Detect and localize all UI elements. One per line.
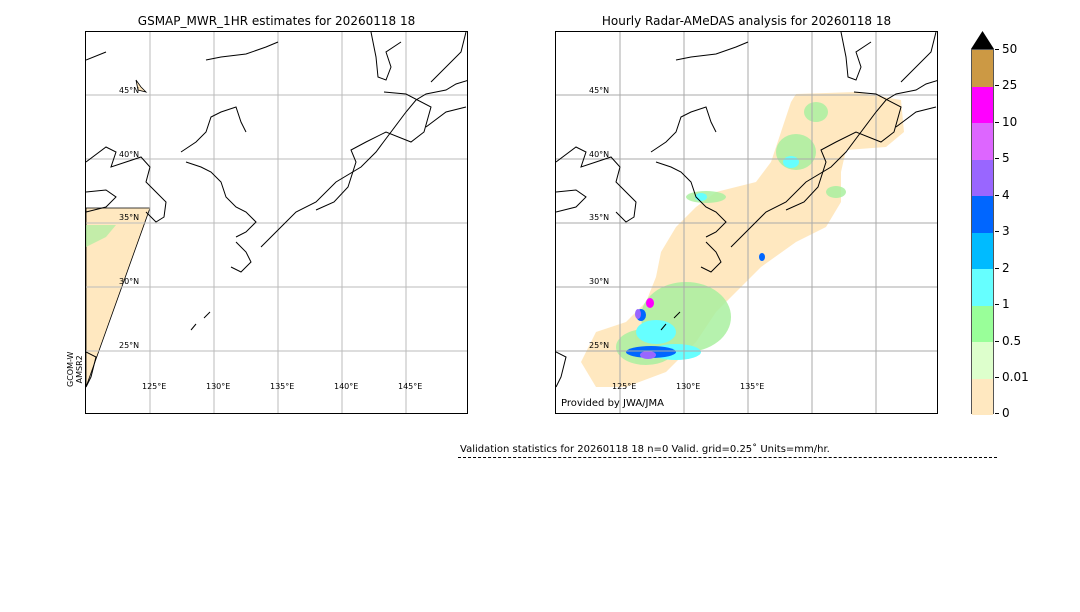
lon-label-140: 140°E xyxy=(334,382,359,391)
colorbar-tick-25: 25 xyxy=(995,78,1017,92)
lat-label-30: 30°N xyxy=(589,277,610,286)
left-map-title: GSMAP_MWR_1HR estimates for 20260118 18 xyxy=(137,14,416,28)
left-map-panel: 45°N 40°N 35°N 30°N 25°N 125°E 130°E 135… xyxy=(85,31,468,414)
colorbar-segment-10-25 xyxy=(972,86,993,123)
colorbar-segment-4-5 xyxy=(972,159,993,196)
lat-label-25: 25°N xyxy=(589,341,610,350)
satellite-label-line2: AMSR2 xyxy=(75,355,84,384)
colorbar-segment-0-0.01 xyxy=(972,378,993,415)
colorbar-segment-3-4 xyxy=(972,196,993,233)
lon-label-135: 135°E xyxy=(740,382,765,391)
colorbar-segment-5-10 xyxy=(972,123,993,160)
lon-label-145: 145°E xyxy=(398,382,423,391)
lat-label-45: 45°N xyxy=(119,86,140,95)
lon-label-130: 130°E xyxy=(206,382,231,391)
right-map-title: Hourly Radar-AMeDAS analysis for 2026011… xyxy=(601,14,892,28)
colorbar-segment-1-2 xyxy=(972,269,993,306)
lon-label-125: 125°E xyxy=(142,382,167,391)
lat-label-45: 45°N xyxy=(589,86,610,95)
lon-label-135: 135°E xyxy=(270,382,295,391)
colorbar-tick-4: 4 xyxy=(995,188,1010,202)
lat-label-40: 40°N xyxy=(119,150,140,159)
validation-divider xyxy=(458,457,997,458)
colorbar-tick-0.5: 0.5 xyxy=(995,334,1021,348)
lat-label-35: 35°N xyxy=(589,213,610,222)
right-map-panel: 45°N 40°N 35°N 30°N 25°N 125°E 130°E 135… xyxy=(555,31,938,414)
lon-label-125: 125°E xyxy=(612,382,637,391)
validation-statistics: Validation statistics for 20260118 18 n=… xyxy=(460,444,830,455)
colorbar-tick-3: 3 xyxy=(995,224,1010,238)
left-map-canvas xyxy=(86,32,467,413)
colorbar-tick-5: 5 xyxy=(995,151,1010,165)
lat-label-30: 30°N xyxy=(119,277,140,286)
colorbar-segment-0.5-1 xyxy=(972,305,993,342)
colorbar-segment-2-3 xyxy=(972,232,993,269)
colorbar-segment-25-50 xyxy=(972,50,993,87)
colorbar-tick-0: 0 xyxy=(995,406,1010,420)
lat-label-40: 40°N xyxy=(589,150,610,159)
satellite-label: GCOM-W AMSR2 xyxy=(66,352,84,387)
colorbar-tick-10: 10 xyxy=(995,115,1017,129)
credit-label: Provided by JWA/JMA xyxy=(561,398,664,409)
lon-label-130: 130°E xyxy=(676,382,701,391)
lat-label-25: 25°N xyxy=(119,341,140,350)
colorbar-tick-0.01: 0.01 xyxy=(995,370,1029,384)
colorbar-tick-50: 50 xyxy=(995,42,1017,56)
colorbar-tick-2: 2 xyxy=(995,261,1010,275)
satellite-label-line1: GCOM-W xyxy=(66,351,75,387)
colorbar-segment-0.01-0.5 xyxy=(972,342,993,379)
lat-label-35: 35°N xyxy=(119,213,140,222)
colorbar xyxy=(971,49,994,415)
colorbar-extend-arrow-icon xyxy=(971,31,994,49)
colorbar-tick-1: 1 xyxy=(995,297,1010,311)
right-map-canvas xyxy=(556,32,937,413)
